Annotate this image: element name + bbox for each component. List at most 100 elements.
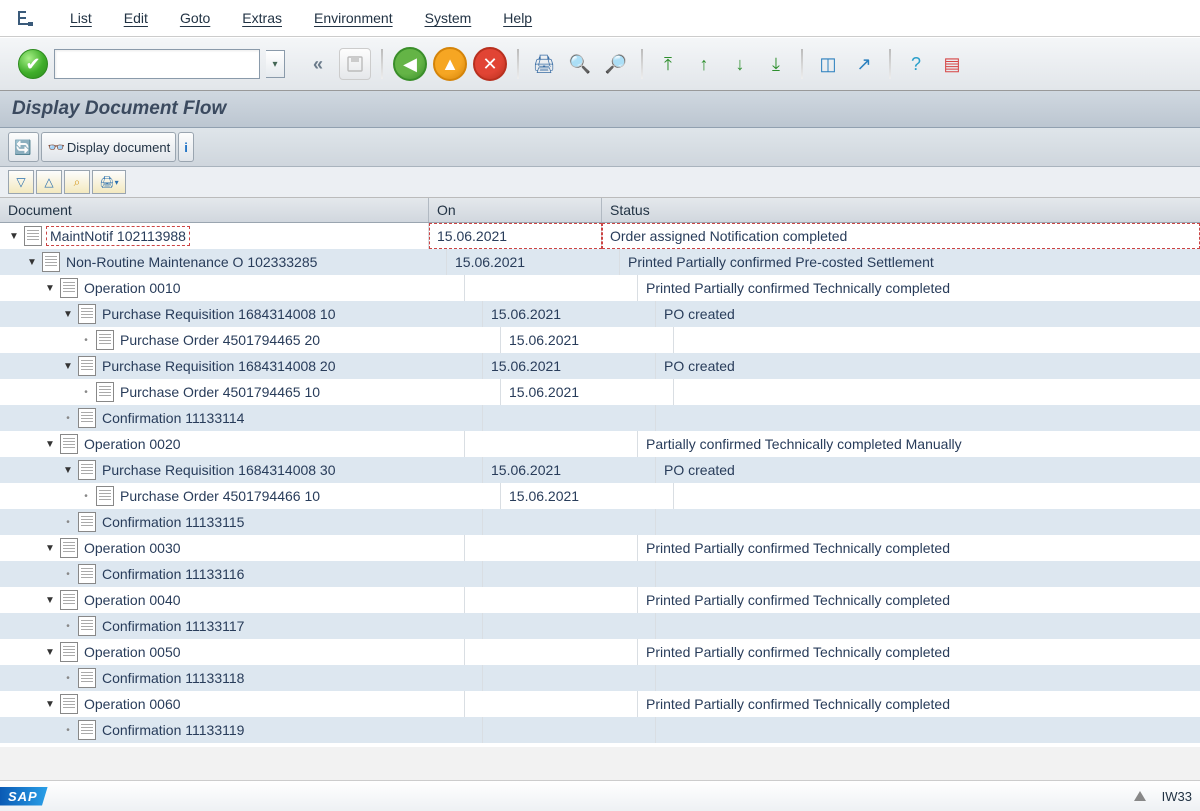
tree-row[interactable]: •Purchase Order 4501794465 2015.06.2021 <box>0 327 1200 353</box>
row-status: Printed Partially confirmed Pre-costed S… <box>620 249 1200 275</box>
back-icon[interactable]: ◀ <box>393 47 427 81</box>
tree-row[interactable]: ▼Non-Routine Maintenance O 10233328515.0… <box>0 249 1200 275</box>
expand-toggle[interactable]: ▼ <box>62 465 74 476</box>
row-label: Purchase Requisition 1684314008 20 <box>102 358 336 374</box>
expand-toggle[interactable]: ▼ <box>26 257 38 268</box>
command-dropdown[interactable]: ▾ <box>266 50 285 78</box>
new-session-icon[interactable]: ◫ <box>813 49 843 79</box>
row-status <box>656 613 1200 639</box>
tree-row[interactable]: ▼Purchase Requisition 1684314008 1015.06… <box>0 301 1200 327</box>
tree-row[interactable]: •Confirmation 11133115 <box>0 509 1200 535</box>
last-icon[interactable]: ⤓ <box>761 49 791 79</box>
menu-goto[interactable]: Goto <box>164 6 226 30</box>
row-date <box>483 613 656 639</box>
row-status <box>674 379 1200 405</box>
leaf-icon: • <box>62 413 74 424</box>
row-date <box>465 691 638 717</box>
col-status[interactable]: Status <box>602 198 1200 222</box>
expand-toggle[interactable]: ▼ <box>44 595 56 606</box>
row-status: PO created <box>656 353 1200 379</box>
tree-row[interactable]: ▼Purchase Requisition 1684314008 3015.06… <box>0 457 1200 483</box>
document-icon <box>60 278 78 298</box>
document-icon <box>78 356 96 376</box>
command-field[interactable] <box>54 49 260 79</box>
next-icon[interactable]: ↓ <box>725 49 755 79</box>
row-label: Confirmation 11133116 <box>102 566 244 582</box>
sap-menu-icon[interactable] <box>14 7 36 29</box>
col-document[interactable]: Document <box>0 198 429 222</box>
first-icon[interactable]: ⤒ <box>653 49 683 79</box>
tree-row[interactable]: •Confirmation 11133117 <box>0 613 1200 639</box>
layout-icon[interactable]: ▤ <box>937 49 967 79</box>
print-tree-button[interactable]: 🖨▾ <box>92 170 126 194</box>
cancel-icon[interactable]: ✕ <box>473 47 507 81</box>
tree-row[interactable]: ▼MaintNotif 10211398815.06.2021Order ass… <box>0 223 1200 249</box>
menu-environment[interactable]: Environment <box>298 6 409 30</box>
exit-icon[interactable]: ▲ <box>433 47 467 81</box>
tree-row[interactable]: •Confirmation 11133119 <box>0 717 1200 743</box>
col-on[interactable]: On <box>429 198 602 222</box>
menu-system[interactable]: System <box>409 6 488 30</box>
tree-row[interactable]: ▼Purchase Requisition 1684314008 2015.06… <box>0 353 1200 379</box>
grid-header: Document On Status <box>0 198 1200 223</box>
expand-toggle[interactable]: ▼ <box>8 231 20 242</box>
tree-row[interactable]: ▼Operation 0060Printed Partially confirm… <box>0 691 1200 717</box>
row-date: 15.06.2021 <box>501 327 674 353</box>
row-label: Confirmation 11133115 <box>102 514 244 530</box>
display-document-button[interactable]: 👓Display document <box>41 132 176 162</box>
tree-row[interactable]: •Purchase Order 4501794466 1015.06.2021 <box>0 483 1200 509</box>
message-indicator-icon[interactable] <box>1134 791 1146 801</box>
prev-icon[interactable]: ↑ <box>689 49 719 79</box>
save-icon[interactable] <box>339 48 371 80</box>
collapse-all-button[interactable]: △ <box>36 170 62 194</box>
enter-button[interactable]: ✔ <box>18 49 48 79</box>
print-icon[interactable]: 🖨 <box>529 49 559 79</box>
menu-extras[interactable]: Extras <box>226 6 298 30</box>
separator <box>641 49 643 79</box>
document-flow-tree[interactable]: ▼MaintNotif 10211398815.06.2021Order ass… <box>0 223 1200 747</box>
document-icon <box>78 668 96 688</box>
tree-row[interactable]: •Purchase Order 4501794465 1015.06.2021 <box>0 379 1200 405</box>
menu-help[interactable]: Help <box>487 6 548 30</box>
row-status <box>656 509 1200 535</box>
tree-row[interactable]: •Confirmation 11133118 <box>0 665 1200 691</box>
row-status: Printed Partially confirmed Technically … <box>638 587 1200 613</box>
tree-row[interactable]: •Confirmation 11133114 <box>0 405 1200 431</box>
row-date <box>483 561 656 587</box>
leaf-icon: • <box>62 569 74 580</box>
find-icon[interactable]: 🔍 <box>565 49 595 79</box>
expand-toggle[interactable]: ▼ <box>62 309 74 320</box>
document-icon <box>78 616 96 636</box>
expand-toggle[interactable]: ▼ <box>44 543 56 554</box>
collapse-toolbar-icon[interactable]: « <box>303 49 333 79</box>
tree-row[interactable]: ▼Operation 0050Printed Partially confirm… <box>0 639 1200 665</box>
row-date: 15.06.2021 <box>429 223 602 249</box>
tree-row[interactable]: ▼Operation 0020Partially confirmed Techn… <box>0 431 1200 457</box>
row-date <box>483 665 656 691</box>
expand-all-button[interactable]: ▽ <box>8 170 34 194</box>
expand-toggle[interactable]: ▼ <box>44 283 56 294</box>
tree-row[interactable]: ▼Operation 0030Printed Partially confirm… <box>0 535 1200 561</box>
menu-edit[interactable]: Edit <box>108 6 164 30</box>
tree-row[interactable]: • Confirmation 11133116 <box>0 561 1200 587</box>
info-button[interactable]: i <box>178 132 194 162</box>
separator <box>517 49 519 79</box>
tree-row[interactable]: ▼Operation 0040Printed Partially confirm… <box>0 587 1200 613</box>
expand-toggle[interactable]: ▼ <box>44 439 56 450</box>
document-icon <box>78 408 96 428</box>
leaf-icon: • <box>80 491 92 502</box>
refresh-button[interactable]: 🔄 <box>8 132 39 162</box>
screen-title: Display Document Flow <box>12 98 226 120</box>
shortcut-icon[interactable]: ↗ <box>849 49 879 79</box>
row-date <box>465 275 638 301</box>
find-node-button[interactable]: ⌕ <box>64 170 90 194</box>
help-icon[interactable]: ? <box>901 49 931 79</box>
expand-toggle[interactable]: ▼ <box>44 699 56 710</box>
tree-row[interactable]: ▼Operation 0010Printed Partially confirm… <box>0 275 1200 301</box>
expand-toggle[interactable]: ▼ <box>44 647 56 658</box>
find-next-icon[interactable]: 🔎 <box>601 49 631 79</box>
row-label: Purchase Order 4501794465 20 <box>120 332 320 348</box>
expand-toggle[interactable]: ▼ <box>62 361 74 372</box>
row-date <box>483 509 656 535</box>
menu-list[interactable]: List <box>54 6 108 30</box>
